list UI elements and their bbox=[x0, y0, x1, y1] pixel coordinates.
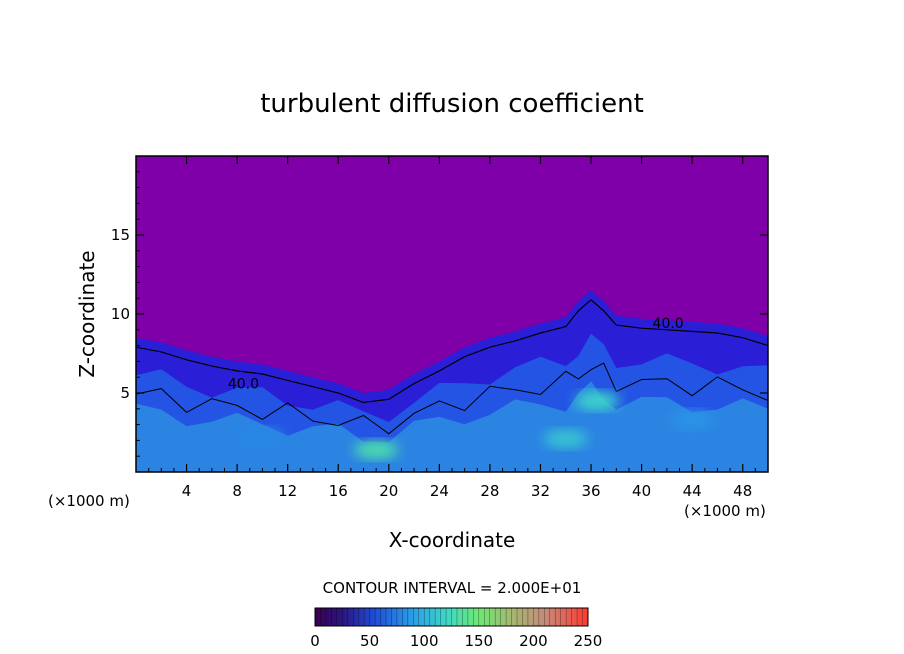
x-unit-right: (×1000 m) bbox=[684, 502, 766, 520]
x-tick-label: 12 bbox=[278, 482, 297, 500]
y-axis-ticks: 5 10 15 bbox=[111, 171, 768, 457]
x-tick-label: 32 bbox=[531, 482, 550, 500]
x-tick-label: 8 bbox=[232, 482, 242, 500]
chart-title: turbulent diffusion coefficient bbox=[260, 89, 644, 119]
y-tick-label: 10 bbox=[111, 305, 130, 323]
field-band bbox=[136, 381, 768, 472]
high-value-region bbox=[670, 410, 715, 429]
contour-interval-note: CONTOUR INTERVAL = 2.000E+01 bbox=[323, 579, 582, 597]
contour-label: 40.0 bbox=[653, 316, 684, 332]
colorbar-steps bbox=[320, 608, 583, 626]
high-value-region bbox=[240, 428, 285, 447]
high-value-region bbox=[543, 429, 588, 448]
x-tick-label: 28 bbox=[480, 482, 499, 500]
colorbar-tick-label: 150 bbox=[464, 632, 493, 650]
x-tick-label: 36 bbox=[581, 482, 600, 500]
x-unit-left: (×1000 m) bbox=[48, 492, 130, 510]
high-value-region bbox=[575, 391, 620, 410]
x-tick-label: 24 bbox=[430, 482, 449, 500]
x-axis-ticks: 4 8 12 16 20 24 28 32 36 40 44 48 bbox=[148, 156, 769, 500]
contour-labels: 40.0 40.0 bbox=[228, 316, 684, 392]
x-tick-label: 4 bbox=[182, 482, 192, 500]
x-tick-label: 48 bbox=[733, 482, 752, 500]
y-tick-label: 5 bbox=[120, 384, 130, 402]
colorbar-tick-label: 250 bbox=[574, 632, 603, 650]
x-axis-label: X-coordinate bbox=[389, 528, 516, 552]
high-value-regions bbox=[240, 391, 715, 459]
colorbar-tick-label: 0 bbox=[310, 632, 320, 650]
colorbar-tick-label: 50 bbox=[360, 632, 379, 650]
field-bands bbox=[136, 333, 768, 472]
y-axis-label: Z-coordinate bbox=[75, 250, 99, 377]
contour-label: 40.0 bbox=[228, 376, 259, 392]
colorbar-labels: 0 50 100 150 200 250 bbox=[310, 632, 602, 650]
x-tick-label: 16 bbox=[329, 482, 348, 500]
field-band bbox=[136, 333, 768, 472]
colorbar-tick-label: 100 bbox=[410, 632, 439, 650]
x-tick-label: 44 bbox=[683, 482, 702, 500]
high-value-region bbox=[354, 440, 399, 459]
x-tick-label: 20 bbox=[379, 482, 398, 500]
boundary-layer-contour bbox=[136, 299, 768, 404]
colorbar-tick-label: 200 bbox=[519, 632, 548, 650]
x-tick-label: 40 bbox=[632, 482, 651, 500]
y-tick-label: 15 bbox=[111, 226, 130, 244]
inner-contour bbox=[136, 362, 768, 435]
